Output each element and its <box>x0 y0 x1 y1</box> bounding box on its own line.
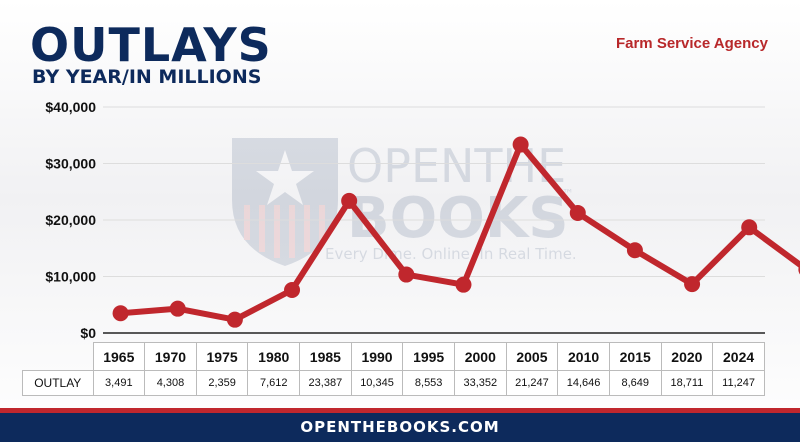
data-point <box>569 204 586 221</box>
outlay-row: OUTLAY 3,491 4,308 2,359 7,612 23,387 10,345 8,… <box>22 370 765 396</box>
footer-stripe <box>0 408 800 413</box>
year-cell: 1980 <box>247 342 301 371</box>
data-point <box>455 276 472 293</box>
year-cell: 2005 <box>505 342 559 371</box>
year-cell: 2024 <box>712 342 765 371</box>
data-point <box>341 192 358 209</box>
outlay-table: 1965 1970 1975 1980 1985 1990 1995 2000 2005 2010… <box>22 342 765 396</box>
data-point <box>741 219 758 236</box>
data-point <box>284 281 301 298</box>
shield-stripes <box>244 205 325 258</box>
year-cell: 1990 <box>350 342 404 371</box>
y-tick-label: $10,000 <box>45 269 96 285</box>
footer-url: OPENTHEBOOKS.COM <box>0 413 800 442</box>
watermark-line1: OPENTHE <box>347 139 566 193</box>
y-tick-label: $40,000 <box>45 99 96 115</box>
data-point <box>512 136 529 153</box>
chart-subtitle: BY YEAR/IN MILLIONS <box>32 66 262 88</box>
year-cell: 1970 <box>144 342 197 371</box>
outlay-value-cell: 21,247 <box>505 370 559 396</box>
outlay-row-label: OUTLAY <box>22 370 94 396</box>
year-row: 1965 1970 1975 1980 1985 1990 1995 2000 2005 2010… <box>23 342 765 371</box>
agency-label: Farm Service Agency <box>615 35 768 52</box>
outlay-value-cell: 33,352 <box>453 370 507 396</box>
year-cell: 1965 <box>92 342 146 371</box>
data-point <box>112 305 129 322</box>
outlay-value-cell: 8,553 <box>402 370 455 396</box>
outlay-value-cell: 18,711 <box>660 370 714 396</box>
data-point <box>169 300 186 317</box>
year-cell: 2000 <box>453 342 507 371</box>
year-cell: 2020 <box>660 342 714 371</box>
outlay-value-cell: 8,649 <box>608 370 662 396</box>
data-point <box>226 311 243 328</box>
outlay-value-cell: 10,345 <box>350 370 404 396</box>
openthebooks-watermark: OPENTHE BOOKS ™ Every Dime. Online. In R… <box>232 138 577 266</box>
series-line <box>112 136 800 328</box>
data-point <box>684 276 701 293</box>
y-axis: $0 $10,000 $20,000 $30,000 $40,000 <box>45 99 96 341</box>
outlay-value-cell: 7,612 <box>247 370 301 396</box>
outlay-value-cell: 2,359 <box>195 370 249 396</box>
outlay-value-cell: 3,491 <box>92 370 146 396</box>
year-cell: 1985 <box>299 342 352 371</box>
outlay-value-cell: 14,646 <box>557 370 610 396</box>
data-point <box>398 266 415 283</box>
y-tick-label: $20,000 <box>45 212 96 228</box>
chart-title: OUTLAYS <box>30 18 272 72</box>
year-cell: 2010 <box>557 342 610 371</box>
y-tick-label: $30,000 <box>45 156 96 172</box>
year-cell: 2015 <box>608 342 662 371</box>
watermark-line2: BOOKS <box>347 186 569 251</box>
table-corner <box>23 343 94 371</box>
data-point <box>626 242 643 259</box>
line-chart: OPENTHE BOOKS ™ Every Dime. Online. In R… <box>45 99 800 341</box>
watermark-tagline: Every Dime. Online. In Real Time. <box>325 245 577 263</box>
outlay-value-cell: 23,387 <box>299 370 352 396</box>
year-cell: 1995 <box>402 342 455 371</box>
star-icon <box>256 150 314 205</box>
year-cell: 1975 <box>195 342 249 371</box>
y-tick-label: $0 <box>80 325 96 341</box>
shield-icon <box>232 138 338 266</box>
outlay-value-cell: 11,247 <box>712 370 765 396</box>
outlay-value-cell: 4,308 <box>144 370 197 396</box>
